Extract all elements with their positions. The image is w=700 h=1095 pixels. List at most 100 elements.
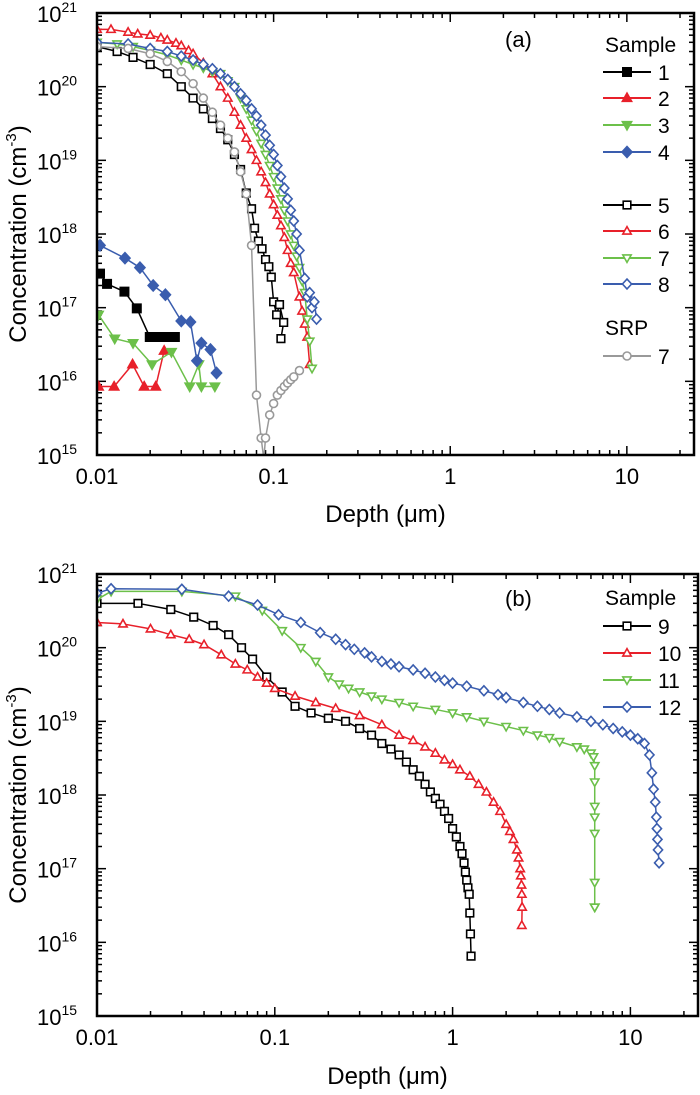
data-point-7 xyxy=(268,172,280,183)
data-point-3 xyxy=(108,334,121,346)
data-point-12 xyxy=(543,703,555,716)
data-point-4 xyxy=(97,238,107,253)
data-point-7 xyxy=(241,189,252,199)
data-point-7 xyxy=(198,93,209,103)
x-tick-label: 1 xyxy=(444,464,456,489)
data-point-12 xyxy=(251,598,264,612)
legend-entry-6: 6 xyxy=(603,221,670,244)
y-tick-base: 10 xyxy=(37,784,61,809)
data-point-3 xyxy=(195,382,208,393)
data-point-8 xyxy=(264,139,276,152)
y-axis-title-part: -3 xyxy=(3,133,20,146)
data-point-10 xyxy=(464,770,476,781)
data-point-9 xyxy=(462,875,472,885)
data-point-6 xyxy=(278,231,290,242)
data-point-8 xyxy=(240,94,252,107)
legend-label: 1 xyxy=(658,62,670,85)
data-point-9 xyxy=(355,723,365,734)
data-point-1 xyxy=(97,268,106,279)
data-point-9 xyxy=(401,757,412,767)
data-point-10 xyxy=(261,677,273,687)
data-point-1 xyxy=(169,331,180,342)
data-point-11 xyxy=(376,695,388,706)
data-point-10 xyxy=(429,747,441,757)
data-point-12 xyxy=(500,691,512,704)
legend-marker xyxy=(622,351,632,361)
x-axis-title: Depth (μm) xyxy=(325,501,446,528)
data-point-5 xyxy=(188,93,198,103)
data-point-5 xyxy=(176,82,186,92)
y-axis-title-part: -3 xyxy=(3,694,20,707)
data-point-12 xyxy=(339,638,352,651)
legend-marker xyxy=(621,254,633,264)
data-point-11 xyxy=(354,688,366,699)
y-tick-label: 1021 xyxy=(37,560,77,588)
data-point-12 xyxy=(571,710,583,723)
legend-label: 7 xyxy=(658,346,670,369)
data-point-3 xyxy=(127,338,140,350)
data-point-10 xyxy=(516,919,528,930)
data-point-12 xyxy=(358,646,371,659)
data-point-10 xyxy=(514,862,526,873)
legend: Sample SRP 1 2 3 4 5 6 7 8 7 xyxy=(603,34,676,369)
data-point-3 xyxy=(183,382,196,393)
data-point-7 xyxy=(246,116,258,127)
data-point-12 xyxy=(176,583,188,596)
data-point-9 xyxy=(189,612,199,622)
data-point-10 xyxy=(215,648,227,659)
y-tick-label: 1016 xyxy=(37,928,77,956)
data-point-4 xyxy=(147,278,160,293)
data-point-4 xyxy=(159,288,172,302)
series-sample-12 xyxy=(97,582,665,869)
data-point-2 xyxy=(158,344,171,355)
legend-label: 2 xyxy=(658,88,670,111)
data-point-9 xyxy=(366,730,377,740)
y-tick-exponent: 16 xyxy=(61,928,77,944)
data-point-6 xyxy=(122,26,134,36)
data-point-2 xyxy=(97,380,105,391)
legend-entry-10: 10 xyxy=(603,643,681,666)
legend-marker xyxy=(621,120,633,132)
data-point-8 xyxy=(245,102,258,115)
data-point-5 xyxy=(272,310,282,320)
data-point-11 xyxy=(589,878,601,889)
data-point-12 xyxy=(553,706,566,720)
data-point-10 xyxy=(330,702,342,713)
data-point-10 xyxy=(516,901,528,912)
data-point-12 xyxy=(461,680,473,693)
data-point-10 xyxy=(515,869,527,880)
data-point-9 xyxy=(262,672,272,682)
data-point-12 xyxy=(531,700,544,713)
data-point-6 xyxy=(161,34,173,44)
data-point-12 xyxy=(492,688,504,701)
data-point-6 xyxy=(264,187,276,198)
data-point-1 xyxy=(102,278,113,289)
legend-label: 10 xyxy=(658,643,681,666)
y-axis-title-part: ) xyxy=(5,686,32,694)
series-line-2 xyxy=(98,350,165,388)
data-point-6 xyxy=(296,305,308,315)
y-axis-title: Concentration (cm-3) xyxy=(3,125,32,342)
data-point-12 xyxy=(616,725,628,738)
series-sample-4 xyxy=(97,238,223,380)
legend-marker xyxy=(621,676,633,686)
x-tick-label: 0.01 xyxy=(76,464,119,489)
data-point-7 xyxy=(294,365,305,376)
data-point-11 xyxy=(589,813,601,824)
y-tick-label: 1016 xyxy=(37,367,77,395)
legend-entry-4: 4 xyxy=(603,142,670,165)
data-point-4 xyxy=(133,260,147,275)
data-point-4 xyxy=(184,315,197,329)
data-point-10 xyxy=(183,633,195,644)
data-point-6 xyxy=(183,44,195,55)
panel-a: 0.01 0.1 1 101015101610171018101910201021De… xyxy=(3,0,696,528)
y-tick-exponent: 16 xyxy=(61,367,77,383)
legend-entry-8: 8 xyxy=(603,274,670,297)
data-point-9 xyxy=(133,598,143,608)
data-point-11 xyxy=(447,709,459,719)
data-point-11 xyxy=(500,722,512,733)
y-tick-exponent: 21 xyxy=(61,0,77,15)
series-srp-7 xyxy=(97,41,305,455)
data-point-9 xyxy=(290,701,300,711)
data-point-10 xyxy=(165,628,177,639)
